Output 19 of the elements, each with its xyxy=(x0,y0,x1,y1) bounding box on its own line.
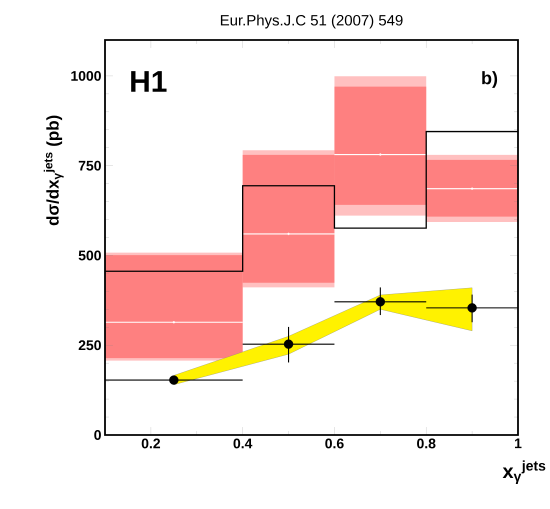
x-tick-label: 0.4 xyxy=(234,438,252,448)
y-axis-title: dσ/dx$_{γ}$$^{jets}$ (pb) xyxy=(44,116,64,226)
chart-title: Eur.Phys.J.C 51 (2007) 549 xyxy=(220,14,403,28)
x-tick-label: 1 xyxy=(514,438,522,448)
y-tick-label: 500 xyxy=(78,250,101,260)
y-tick-label: 250 xyxy=(78,340,101,350)
y-tick-label: 0 xyxy=(94,430,101,440)
x-tick-label: 0.6 xyxy=(325,438,344,448)
point xyxy=(284,339,294,349)
y-tick-label: 1000 xyxy=(71,70,101,81)
annotation: b) xyxy=(482,71,498,88)
point xyxy=(376,297,386,306)
annotation: H1 xyxy=(131,71,167,92)
x-tick-label: 0.2 xyxy=(142,438,160,448)
y-tick-label: 750 xyxy=(78,160,101,171)
x-axis-title: x$_{γ}$jets xyxy=(502,460,546,484)
point xyxy=(169,375,179,385)
x-tick-label: 0.8 xyxy=(417,438,436,448)
point xyxy=(467,303,477,313)
